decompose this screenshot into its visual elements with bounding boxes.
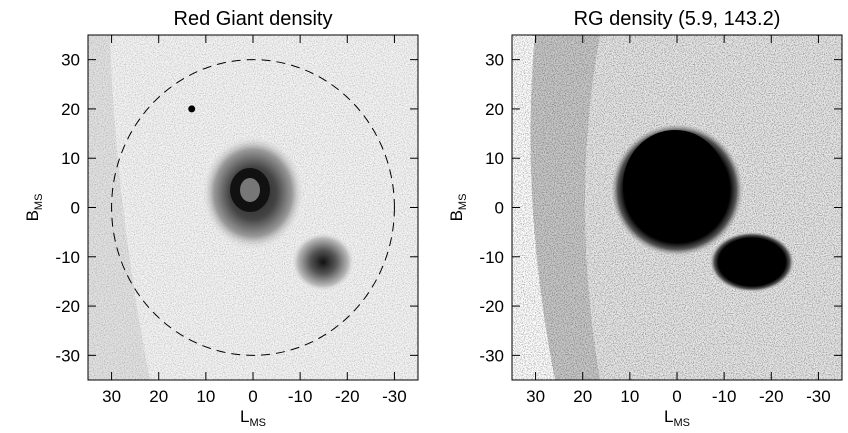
density-image — [512, 35, 842, 380]
x-tick-label: -30 — [806, 387, 831, 406]
selection-circle — [111, 59, 395, 356]
x-tick-label: 10 — [620, 387, 639, 406]
x-axis-label: LMS — [664, 407, 690, 429]
axes: Red Giant density 30 20 10 0 -10 -20 -30 30 20 10 0… — [23, 8, 843, 429]
chart-title: Red Giant density — [174, 8, 333, 30]
chart-title: RG density (5.9, 143.2) — [574, 8, 781, 30]
y-tick-label: 0 — [71, 199, 80, 218]
marker-dot — [188, 105, 196, 113]
y-tick-label: -20 — [55, 297, 80, 316]
x-tick-label: 30 — [102, 387, 121, 406]
x-tick-label: 0 — [248, 387, 257, 406]
x-tick-label: 20 — [149, 387, 168, 406]
y-tick-label: -20 — [479, 297, 504, 316]
y-axis-label-sub: MS — [457, 194, 469, 211]
x-tick-label: 20 — [573, 387, 592, 406]
y-tick-label: -10 — [55, 248, 80, 267]
x-tick-label: -30 — [382, 387, 407, 406]
x-axis-label-main: L — [240, 407, 249, 426]
y-tick-label: -30 — [55, 346, 80, 365]
x-tick-label: -10 — [712, 387, 737, 406]
x-tick-label: 30 — [526, 387, 545, 406]
y-tick-label: -30 — [479, 346, 504, 365]
y-tick-label: 20 — [61, 100, 80, 119]
y-axis-label-main: B — [447, 210, 466, 221]
x-tick-label: 10 — [196, 387, 215, 406]
y-axis-label-sub: MS — [33, 194, 45, 211]
y-tick-label: 30 — [485, 51, 504, 70]
y-tick-label: 0 — [495, 199, 504, 218]
x-axis-label-sub: MS — [673, 417, 690, 429]
y-axis-label-main: B — [23, 210, 42, 221]
y-tick-label: 10 — [61, 149, 80, 168]
y-tick-label: 20 — [485, 100, 504, 119]
y-axis-label: BMS — [447, 194, 469, 222]
x-axis-label-sub: MS — [249, 417, 266, 429]
x-axis-label: LMS — [240, 407, 266, 429]
x-axis-label-main: L — [664, 407, 673, 426]
density-image — [88, 35, 418, 380]
y-tick-label: 30 — [61, 51, 80, 70]
y-tick-label: 10 — [485, 149, 504, 168]
y-tick-label: -10 — [479, 248, 504, 267]
x-tick-label: 0 — [672, 387, 681, 406]
x-tick-label: -20 — [759, 387, 784, 406]
x-tick-label: -20 — [335, 387, 360, 406]
x-tick-label: -10 — [288, 387, 313, 406]
y-axis-label: BMS — [23, 194, 45, 222]
